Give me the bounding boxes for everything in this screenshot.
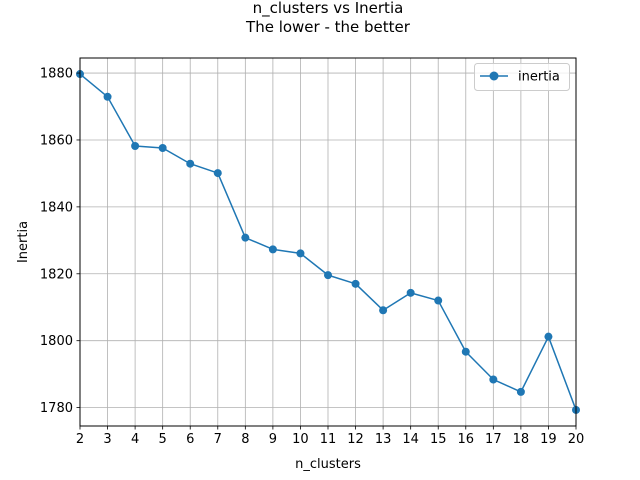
y-tick-label: 1840 xyxy=(40,200,73,215)
x-tick-label: 3 xyxy=(103,432,111,447)
series-layer xyxy=(76,70,580,414)
x-tick-label: 20 xyxy=(568,432,585,447)
y-tick-label: 1780 xyxy=(40,401,73,416)
data-point xyxy=(213,169,222,178)
y-axis-ticks: 1780 1800 1820 1840 1860 1880 xyxy=(40,67,80,416)
data-point xyxy=(516,387,525,396)
legend: inertia xyxy=(474,63,570,91)
y-tick-label: 1800 xyxy=(40,334,73,349)
data-point xyxy=(406,288,415,297)
data-point xyxy=(103,92,112,101)
legend-box xyxy=(474,63,570,91)
data-point xyxy=(434,296,443,305)
data-point xyxy=(296,249,305,258)
x-tick-label: 12 xyxy=(347,432,364,447)
data-point xyxy=(241,233,250,242)
x-tick-label: 18 xyxy=(513,432,530,447)
x-tick-label: 8 xyxy=(241,432,249,447)
x-axis-label: n_clusters xyxy=(295,457,361,472)
y-tick-label: 1880 xyxy=(40,67,73,82)
data-point xyxy=(268,245,277,254)
legend-label: inertia xyxy=(518,70,560,85)
x-tick-label: 10 xyxy=(292,432,309,447)
x-tick-label: 17 xyxy=(485,432,502,447)
x-tick-label: 4 xyxy=(131,432,139,447)
x-tick-label: 7 xyxy=(214,432,222,447)
x-axis-ticks: 2 3 4 5 6 7 8 9 10 11 12 13 14 15 16 17 18 19 20 xyxy=(76,426,584,447)
x-tick-label: 13 xyxy=(375,432,392,447)
chart-subtitle: The lower - the better xyxy=(245,18,411,36)
data-point xyxy=(461,347,470,356)
chart-title: n_clusters vs Inertia xyxy=(253,0,404,18)
y-tick-label: 1860 xyxy=(40,133,73,148)
data-point xyxy=(324,271,332,280)
y-tick-label: 1820 xyxy=(40,267,73,282)
x-tick-label: 2 xyxy=(76,432,84,447)
y-axis-label: Inertia xyxy=(16,221,31,263)
x-tick-label: 5 xyxy=(159,432,167,447)
data-point xyxy=(158,143,167,152)
x-tick-label: 11 xyxy=(320,432,337,447)
data-point xyxy=(186,159,195,168)
data-point xyxy=(379,306,388,315)
x-tick-label: 16 xyxy=(458,432,475,447)
data-point xyxy=(544,332,553,341)
x-tick-label: 6 xyxy=(186,432,194,447)
x-tick-label: 9 xyxy=(269,432,277,447)
data-point xyxy=(489,375,498,384)
x-tick-label: 19 xyxy=(540,432,557,447)
data-point xyxy=(131,141,140,150)
legend-marker-icon xyxy=(489,71,499,81)
x-tick-label: 14 xyxy=(402,432,419,447)
x-tick-label: 15 xyxy=(430,432,447,447)
data-point xyxy=(351,279,360,288)
